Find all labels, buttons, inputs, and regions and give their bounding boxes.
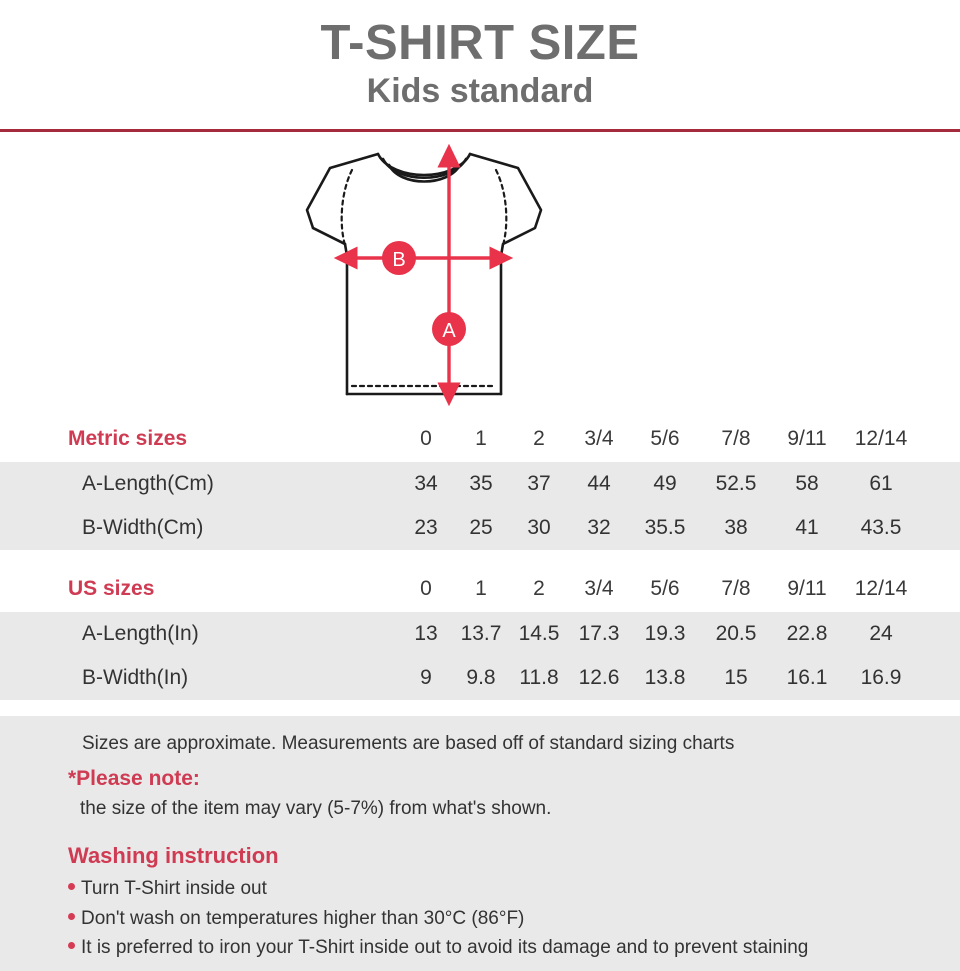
notes-gap (0, 699, 960, 716)
stitch-lines (340, 168, 508, 387)
table-cell: 23 (414, 515, 438, 539)
t-shirt-measurement-diagram: B A (305, 143, 543, 407)
metric-section-label: Metric sizes (68, 426, 188, 450)
us-length-label: A-Length(In) (82, 621, 199, 645)
us-size-header: 9/11 (787, 576, 827, 600)
table-cell: 16.9 (860, 665, 902, 689)
washing-instruction-title: Washing instruction (68, 843, 279, 869)
metric-size-headers: 0 1 2 3/4 5/6 7/8 9/11 12/14 (400, 427, 960, 451)
table-cell: 13 (414, 621, 438, 645)
table-cell: 44 (587, 471, 611, 495)
table-cell: 43.5 (860, 515, 902, 539)
metric-size-header: 3/4 (584, 426, 614, 450)
us-size-header: 2 (533, 576, 545, 600)
list-item: Turn T-Shirt inside out (0, 874, 960, 903)
metric-size-header: 9/11 (787, 426, 827, 450)
us-width-values: 9 9.8 11.8 12.6 13.8 15 16.1 16.9 (400, 666, 960, 690)
table-cell: 22.8 (786, 621, 828, 645)
approximate-sizes-note: Sizes are approximate. Measurements are … (82, 732, 735, 754)
us-size-header: 12/14 (854, 576, 908, 600)
us-section-label: US sizes (68, 576, 155, 600)
section-gap (0, 549, 960, 566)
list-item: Don't wash on temperatures higher than 3… (0, 904, 960, 933)
bullet-icon (68, 912, 75, 920)
page-subtitle: Kids standard (366, 72, 594, 111)
metric-size-header: 12/14 (854, 426, 908, 450)
table-cell: 19.3 (644, 621, 686, 645)
table-cell: 32 (587, 515, 611, 539)
diagram-section: B A (0, 131, 960, 416)
metric-size-header: 7/8 (721, 426, 751, 450)
width-marker-badge: B (382, 240, 416, 275)
notes-section: Sizes are approximate. Measurements are … (0, 715, 960, 834)
us-size-header: 3/4 (584, 576, 614, 600)
table-cell: 41 (795, 515, 819, 539)
table-cell: 35.5 (644, 515, 686, 539)
table-row: A-Length(Cm) 34 35 37 44 49 52.5 58 61 (0, 461, 960, 506)
length-marker-label: A (442, 320, 456, 342)
us-size-header: 0 (420, 576, 432, 600)
please-note-heading: *Please note: (68, 767, 200, 791)
us-length-values: 13 13.7 14.5 17.3 19.3 20.5 22.8 24 (400, 622, 960, 646)
list-item: It is preferred to iron your T-Shirt ins… (0, 933, 960, 962)
us-size-header: 5/6 (650, 576, 680, 600)
metric-header-row: Metric sizes 0 1 2 3/4 5/6 7/8 9/11 12/1… (0, 415, 960, 462)
table-cell: 37 (527, 471, 551, 495)
metric-length-values: 34 35 37 44 49 52.5 58 61 (400, 472, 960, 496)
metric-size-header: 1 (475, 426, 487, 450)
table-cell: 35 (469, 471, 493, 495)
metric-size-header: 0 (420, 426, 432, 450)
washing-instruction-text: Turn T-Shirt inside out (81, 878, 267, 900)
page-header: T-SHIRT SIZE Kids standard (0, 0, 960, 132)
table-cell: 13.7 (460, 621, 502, 645)
table-cell: 25 (469, 515, 493, 539)
table-cell: 17.3 (578, 621, 620, 645)
table-cell: 9.8 (466, 665, 496, 689)
table-cell: 24 (869, 621, 893, 645)
us-size-header: 1 (475, 576, 487, 600)
table-cell: 13.8 (644, 665, 686, 689)
metric-width-values: 23 25 30 32 35.5 38 41 43.5 (400, 516, 960, 540)
table-cell: 52.5 (715, 471, 757, 495)
table-cell: 30 (527, 515, 551, 539)
table-cell: 16.1 (786, 665, 828, 689)
table-cell: 49 (653, 471, 677, 495)
t-shirt-outline (305, 152, 543, 396)
us-width-label: B-Width(In) (82, 665, 189, 689)
header-divider (0, 128, 960, 132)
us-size-headers: 0 1 2 3/4 5/6 7/8 9/11 12/14 (400, 577, 960, 601)
metric-size-header: 2 (533, 426, 545, 450)
length-marker-badge: A (432, 311, 466, 346)
bullet-icon (68, 942, 75, 950)
washing-instruction-text: It is preferred to iron your T-Shirt ins… (81, 937, 809, 959)
table-row: B-Width(In) 9 9.8 11.8 12.6 13.8 15 16.1… (0, 655, 960, 700)
please-note-body: the size of the item may vary (5-7%) fro… (80, 797, 552, 819)
table-cell: 11.8 (519, 665, 559, 689)
table-row: B-Width(Cm) 23 25 30 32 35.5 38 41 43.5 (0, 505, 960, 550)
metric-sizes-table: Metric sizes 0 1 2 3/4 5/6 7/8 9/11 12/1… (0, 415, 960, 550)
table-cell: 20.5 (715, 621, 757, 645)
table-row: A-Length(In) 13 13.7 14.5 17.3 19.3 20.5… (0, 611, 960, 656)
table-cell: 34 (414, 471, 438, 495)
table-cell: 14.5 (518, 621, 560, 645)
us-size-header: 7/8 (721, 576, 751, 600)
measurement-arrows (333, 143, 514, 407)
table-cell: 58 (795, 471, 819, 495)
metric-size-header: 5/6 (650, 426, 680, 450)
washing-instruction-text: Don't wash on temperatures higher than 3… (81, 907, 525, 929)
table-cell: 9 (420, 665, 432, 689)
metric-width-label: B-Width(Cm) (82, 515, 204, 539)
page-title: T-SHIRT SIZE (320, 16, 640, 70)
bullet-icon (68, 883, 75, 891)
width-marker-label: B (392, 249, 405, 271)
table-cell: 15 (724, 665, 748, 689)
table-cell: 38 (724, 515, 748, 539)
table-cell: 61 (869, 471, 893, 495)
washing-instruction-section: Washing instruction Turn T-Shirt inside … (0, 833, 960, 971)
us-header-row: US sizes 0 1 2 3/4 5/6 7/8 9/11 12/14 (0, 565, 960, 612)
table-cell: 12.6 (578, 665, 620, 689)
metric-length-label: A-Length(Cm) (82, 471, 214, 495)
us-sizes-table: US sizes 0 1 2 3/4 5/6 7/8 9/11 12/14 A-… (0, 565, 960, 700)
